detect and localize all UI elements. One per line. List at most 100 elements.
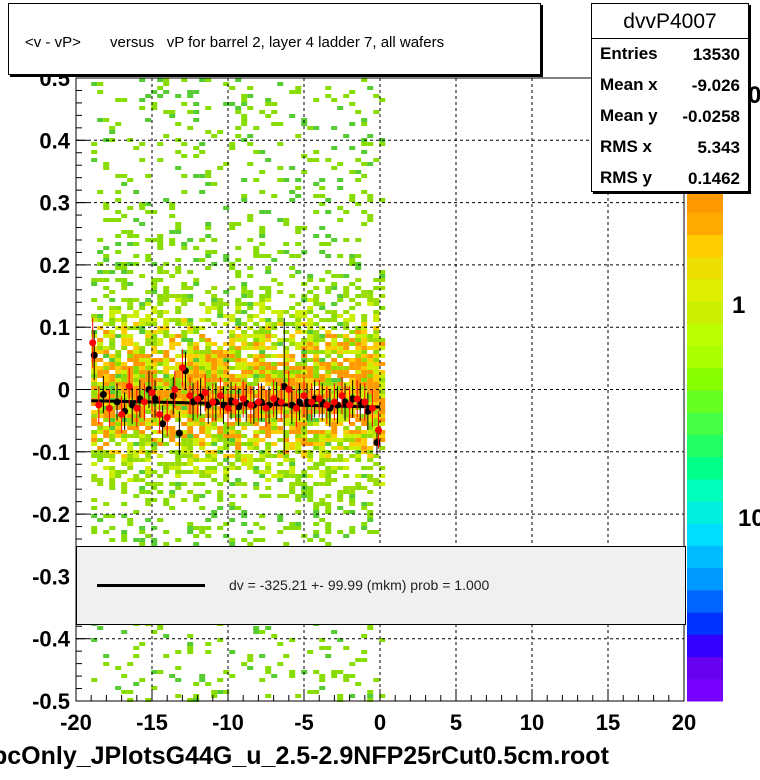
palette-swatch (687, 656, 723, 680)
heatmap-cell (157, 350, 164, 354)
heatmap-cell (169, 406, 176, 410)
heatmap-cell (223, 386, 230, 390)
heatmap-cell (133, 442, 140, 446)
heatmap-cell (205, 382, 212, 386)
heatmap-cell (169, 366, 176, 370)
heatmap-cell (337, 206, 344, 210)
heatmap-cell (265, 470, 272, 474)
heatmap-cell (169, 206, 176, 210)
heatmap-cell (349, 662, 356, 666)
heatmap-cell (373, 350, 380, 354)
heatmap-cell (325, 542, 332, 546)
heatmap-cell (253, 322, 260, 326)
heatmap-cell (199, 442, 206, 446)
heatmap-cell (319, 502, 326, 506)
heatmap-cell (313, 234, 320, 238)
heatmap-cell (175, 378, 182, 382)
heatmap-cell (361, 378, 368, 382)
heatmap-cell (175, 386, 182, 390)
heatmap-cell (151, 350, 158, 354)
heatmap-cell (343, 358, 350, 362)
heatmap-cell (121, 462, 128, 466)
heatmap-cell (115, 422, 122, 426)
profile-point-black (151, 395, 159, 403)
heatmap-cell (277, 314, 284, 318)
heatmap-cell (379, 694, 386, 698)
heatmap-cell (145, 322, 152, 326)
heatmap-cell (205, 458, 212, 462)
heatmap-cell (343, 342, 350, 346)
heatmap-cell (97, 346, 104, 350)
heatmap-cell (337, 442, 344, 446)
heatmap-cell (277, 310, 284, 314)
heatmap-cell (139, 434, 146, 438)
heatmap-cell (151, 310, 158, 314)
heatmap-cell (127, 442, 134, 446)
heatmap-cell (133, 374, 140, 378)
heatmap-cell (283, 434, 290, 438)
heatmap-cell (163, 406, 170, 410)
heatmap-cell (337, 294, 344, 298)
heatmap-cell (277, 338, 284, 342)
heatmap-cell (331, 630, 338, 634)
heatmap-cell (175, 310, 182, 314)
heatmap-cell (235, 434, 242, 438)
heatmap-cell (199, 470, 206, 474)
x-tick-label: 0 (374, 710, 386, 735)
heatmap-cell (127, 446, 134, 450)
heatmap-cell (199, 386, 206, 390)
heatmap-cell (217, 330, 224, 334)
heatmap-cell (103, 346, 110, 350)
heatmap-cell (373, 434, 380, 438)
heatmap-cell (217, 526, 224, 530)
heatmap-cell (169, 506, 176, 510)
heatmap-cell (223, 474, 230, 478)
heatmap-cell (241, 346, 248, 350)
heatmap-cell (217, 298, 224, 302)
heatmap-cell (157, 378, 164, 382)
heatmap-cell (301, 170, 308, 174)
heatmap-cell (331, 366, 338, 370)
heatmap-cell (175, 334, 182, 338)
heatmap-cell (181, 154, 188, 158)
heatmap-cell (169, 230, 176, 234)
heatmap-cell (181, 142, 188, 146)
heatmap-cell (241, 294, 248, 298)
heatmap-cell (157, 398, 164, 402)
heatmap-cell (343, 490, 350, 494)
heatmap-cell (205, 442, 212, 446)
heatmap-cell (217, 690, 224, 694)
heatmap-cell (247, 354, 254, 358)
heatmap-cell (211, 442, 218, 446)
heatmap-cell (325, 362, 332, 366)
heatmap-cell (295, 418, 302, 422)
heatmap-cell (139, 302, 146, 306)
heatmap-cell (259, 454, 266, 458)
heatmap-cell (169, 374, 176, 378)
heatmap-cell (223, 362, 230, 366)
heatmap-cell (151, 538, 158, 542)
heatmap-cell (379, 342, 386, 346)
heatmap-cell (277, 362, 284, 366)
heatmap-cell (175, 354, 182, 358)
heatmap-cell (289, 442, 296, 446)
heatmap-cell (289, 486, 296, 490)
heatmap-cell (367, 334, 374, 338)
heatmap-cell (331, 358, 338, 362)
profile-point-red (239, 395, 247, 403)
heatmap-cell (259, 326, 266, 330)
heatmap-cell (229, 346, 236, 350)
y-tick-label: 0.1 (39, 315, 70, 340)
palette-swatch (687, 278, 723, 302)
heatmap-cell (367, 358, 374, 362)
heatmap-cell (361, 326, 368, 330)
heatmap-cell (169, 110, 176, 114)
heatmap-cell (319, 458, 326, 462)
heatmap-cell (379, 414, 386, 418)
heatmap-cell (211, 438, 218, 442)
heatmap-cell (265, 426, 272, 430)
heatmap-cell (91, 422, 98, 426)
heatmap-cell (295, 134, 302, 138)
heatmap-cell (331, 470, 338, 474)
heatmap-cell (265, 414, 272, 418)
